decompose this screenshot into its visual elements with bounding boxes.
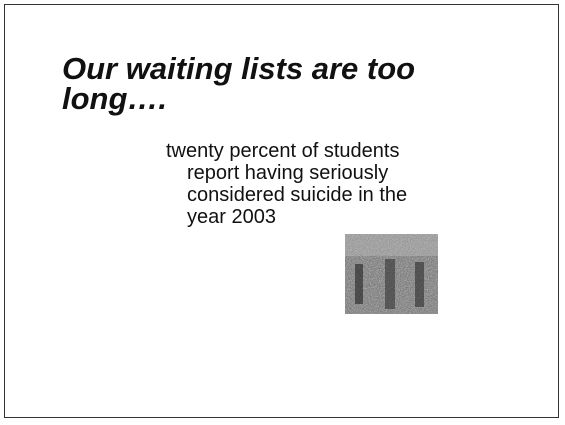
body-line: report having seriously xyxy=(187,162,388,184)
slide: Our waiting lists are too long…. twenty … xyxy=(0,0,565,425)
photo xyxy=(345,234,438,314)
body-line: considered suicide in the xyxy=(187,184,407,206)
title-line: Our waiting lists are too xyxy=(62,54,415,84)
body-line: twenty percent of students xyxy=(166,140,399,162)
body-line: year 2003 xyxy=(187,206,276,228)
title-line: long…. xyxy=(62,84,167,114)
